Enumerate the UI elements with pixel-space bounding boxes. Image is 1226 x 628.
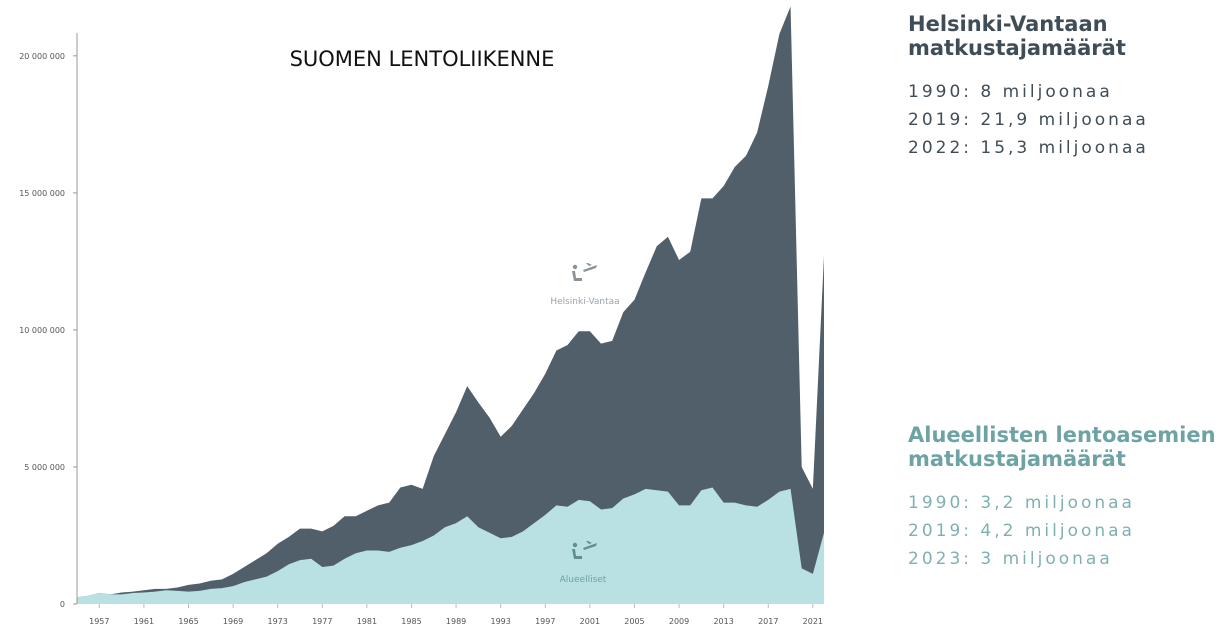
x-tick-label: 1965 xyxy=(178,617,198,626)
x-tick-label: 1985 xyxy=(401,617,421,626)
stat: 2019: 21,9 miljoonaa xyxy=(908,110,1149,130)
x-tick-label: 2009 xyxy=(669,617,689,626)
chart: SUOMEN LENTOLIIKENNE Helsinki-Vantaa Alu… xyxy=(19,6,824,626)
x-tick-label: 2005 xyxy=(624,617,644,626)
stat: 2019: 4,2 miljoonaa xyxy=(908,521,1135,541)
x-tick-label: 1973 xyxy=(268,617,288,626)
chart-title: SUOMEN LENTOLIIKENNE xyxy=(290,47,555,71)
stat: 2022: 15,3 miljoonaa xyxy=(908,138,1149,158)
panel-title: Helsinki-Vantaan matkustajamäärät xyxy=(908,12,1126,60)
y-tick-label: 5 000 000 xyxy=(24,463,65,472)
x-tick-label: 1969 xyxy=(223,617,243,626)
y-tick-label: 0 xyxy=(60,600,65,609)
x-tick-label: 1981 xyxy=(357,617,377,626)
x-tick-label: 1957 xyxy=(89,617,109,626)
x-tick-label: 1997 xyxy=(535,617,555,626)
areas xyxy=(77,6,824,605)
stat: 1990: 8 miljoonaa xyxy=(908,82,1113,102)
stat: 2023: 3 miljoonaa xyxy=(908,549,1113,569)
x-tick-label: 2017 xyxy=(758,617,778,626)
area xyxy=(77,487,824,604)
regional-panel: Alueellisten lentoasemien matkustajamäär… xyxy=(908,423,1226,573)
series-label: Helsinki-Vantaa xyxy=(550,297,619,307)
x-tick-label: 2021 xyxy=(803,617,823,626)
stat: 1990: 3,2 miljoonaa xyxy=(908,493,1135,513)
y-tick-label: 20 000 000 xyxy=(19,52,65,61)
regional-icon xyxy=(572,541,597,559)
hv-panel: Helsinki-Vantaan matkustajamäärät 1990: … xyxy=(908,12,1226,162)
x-tick-label: 2013 xyxy=(713,617,733,626)
y-tick-label: 15 000 000 xyxy=(19,189,65,198)
x-tick-label: 2001 xyxy=(580,617,600,626)
series-label: Alueelliset xyxy=(560,575,607,585)
x-tick-label: 1989 xyxy=(446,617,466,626)
hv-icon xyxy=(572,263,597,281)
y-tick-label: 10 000 000 xyxy=(19,326,65,335)
x-tick-label: 1977 xyxy=(312,617,332,626)
panel-title: Alueellisten lentoasemien matkustajamäär… xyxy=(908,423,1216,471)
x-tick-label: 1993 xyxy=(490,617,510,626)
x-tick-label: 1961 xyxy=(134,617,154,626)
area xyxy=(77,6,824,605)
